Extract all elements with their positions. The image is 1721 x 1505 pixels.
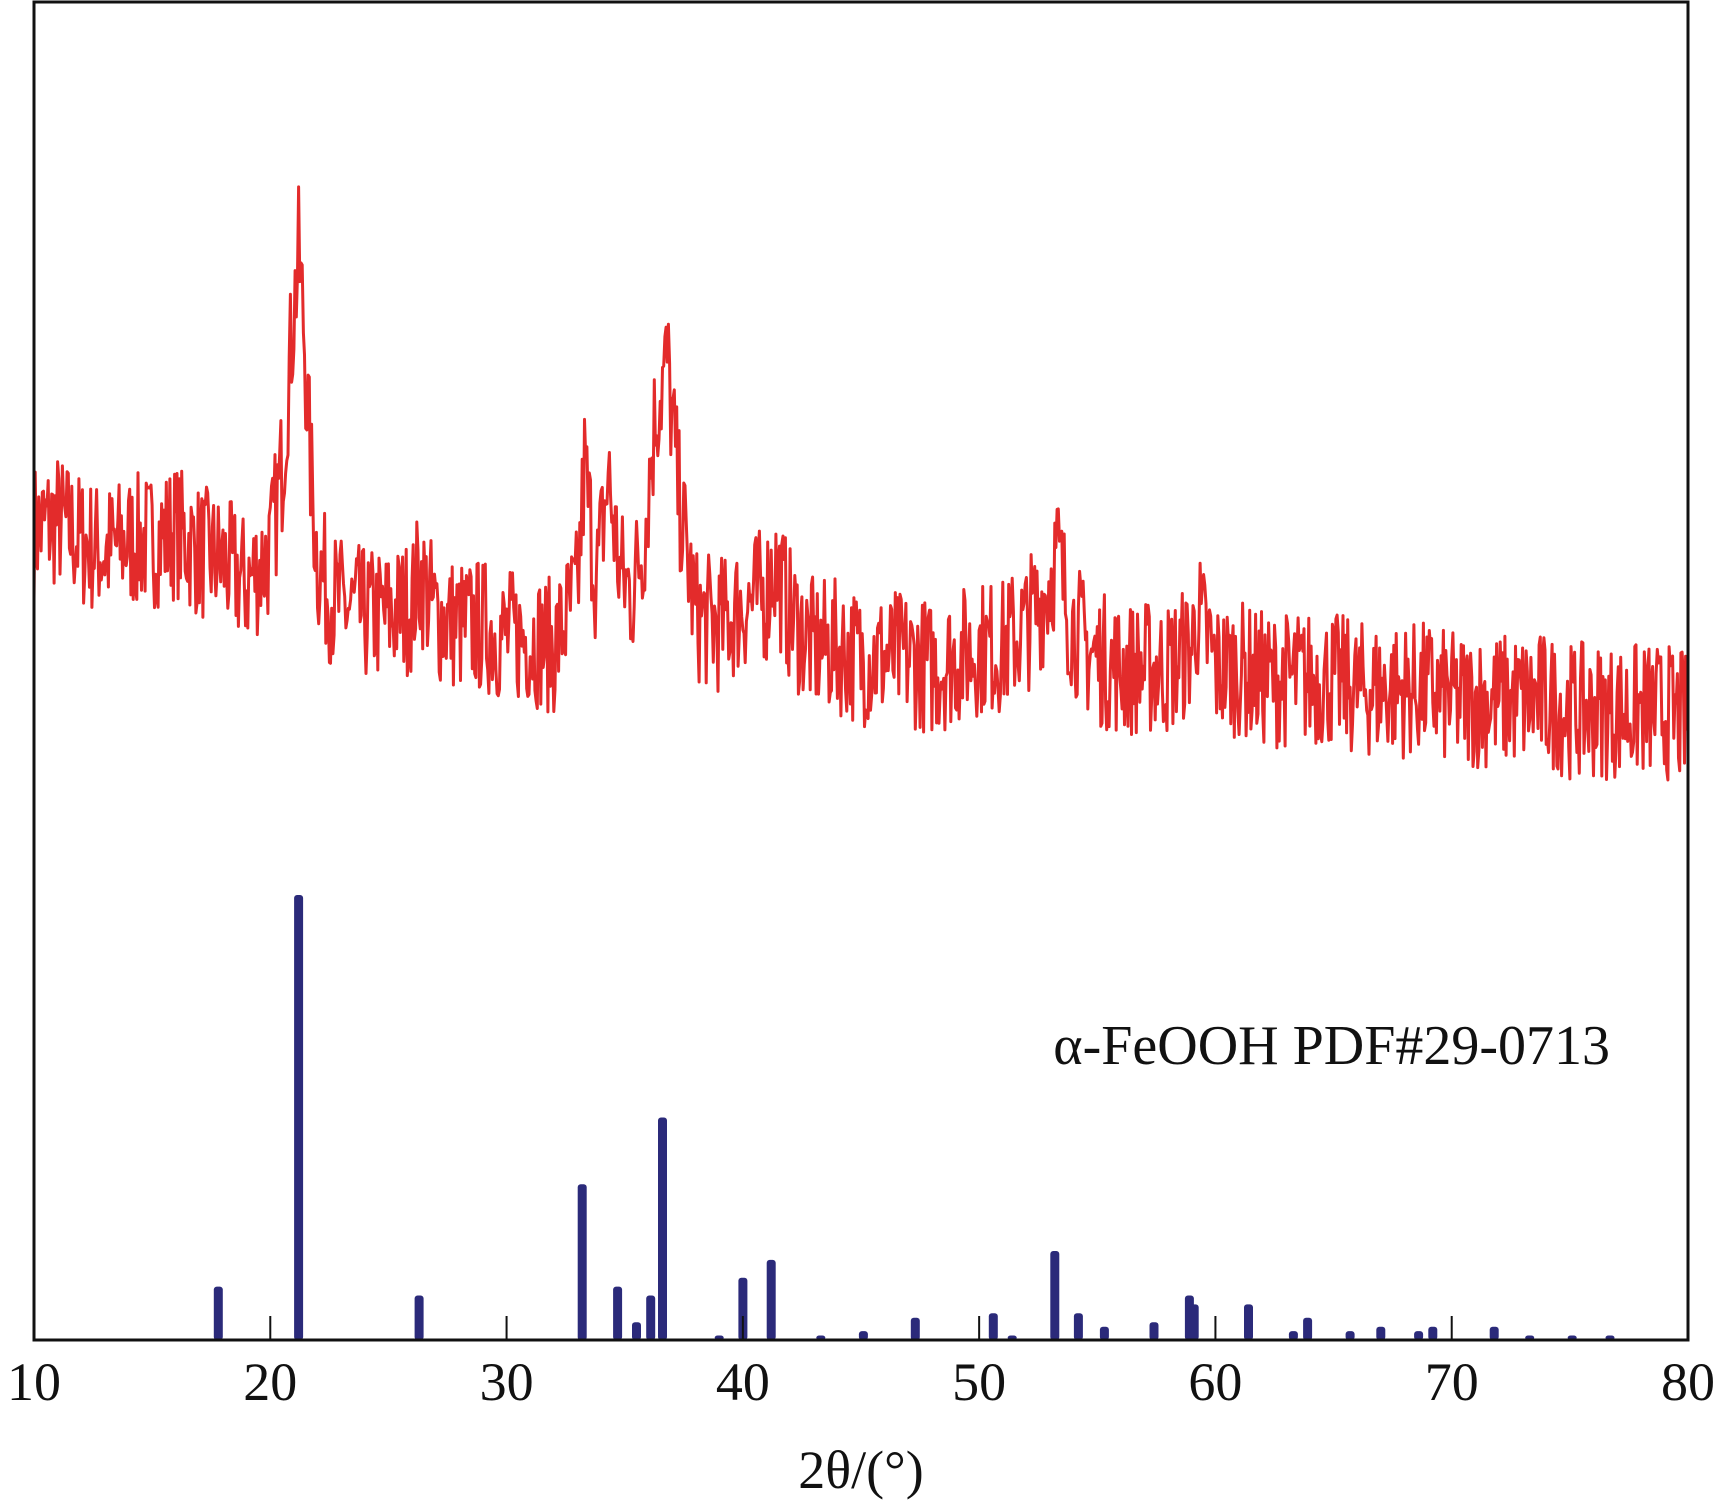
x-tick-label: 10: [7, 1352, 61, 1412]
reference-peak-stick: [1189, 1304, 1199, 1340]
reference-peak-stick: [1149, 1322, 1159, 1340]
x-ticks-group: 10 20 30 40 50 60 70 80: [7, 1316, 1715, 1412]
reference-peak-stick: [766, 1259, 776, 1340]
reference-peak-stick: [910, 1317, 920, 1341]
reference-peak-stick: [294, 895, 304, 1340]
reference-peak-stick: [1376, 1326, 1386, 1340]
reference-peak-stick: [1428, 1326, 1438, 1340]
reference-peak-stick: [1244, 1304, 1253, 1340]
reference-peak-stick: [988, 1313, 998, 1340]
x-tick-label: 30: [480, 1352, 534, 1412]
plot-frame: [32, 0, 1690, 1342]
reference-peak-stick: [1288, 1331, 1298, 1340]
reference-peak-stick: [658, 1117, 667, 1340]
reference-peak-stick: [613, 1286, 623, 1340]
x-tick-label: 40: [716, 1352, 770, 1412]
reference-peak-stick: [1345, 1331, 1355, 1340]
reference-peak-stick: [213, 1286, 223, 1340]
reference-peak-stick: [1489, 1326, 1499, 1340]
measured-pattern-group: [32, 185, 1690, 782]
measured-pattern-line: [32, 185, 1690, 782]
reference-peak-stick: [858, 1331, 868, 1340]
x-tick-label: 60: [1188, 1352, 1242, 1412]
reference-peak-stick: [1414, 1331, 1424, 1340]
reference-peak-stick: [1099, 1326, 1109, 1340]
x-tick-label: 70: [1425, 1352, 1479, 1412]
x-tick-label: 20: [243, 1352, 297, 1412]
reference-sticks-group: [213, 895, 1615, 1341]
x-tick-label: 50: [952, 1352, 1006, 1412]
x-axis-title: 2θ/(°): [798, 1440, 923, 1500]
reference-peak-stick: [1303, 1317, 1313, 1341]
reference-peak-stick: [577, 1184, 587, 1341]
reference-peak-stick: [1050, 1251, 1060, 1340]
reference-peak-stick: [632, 1322, 641, 1340]
reference-peak-stick: [738, 1277, 748, 1340]
reference-annotation: α-FeOOH PDF#29-0713: [1053, 1015, 1610, 1077]
reference-peak-stick: [646, 1295, 656, 1340]
reference-peak-stick: [1073, 1313, 1083, 1340]
reference-peak-stick: [414, 1295, 424, 1340]
x-tick-label: 80: [1661, 1352, 1715, 1412]
